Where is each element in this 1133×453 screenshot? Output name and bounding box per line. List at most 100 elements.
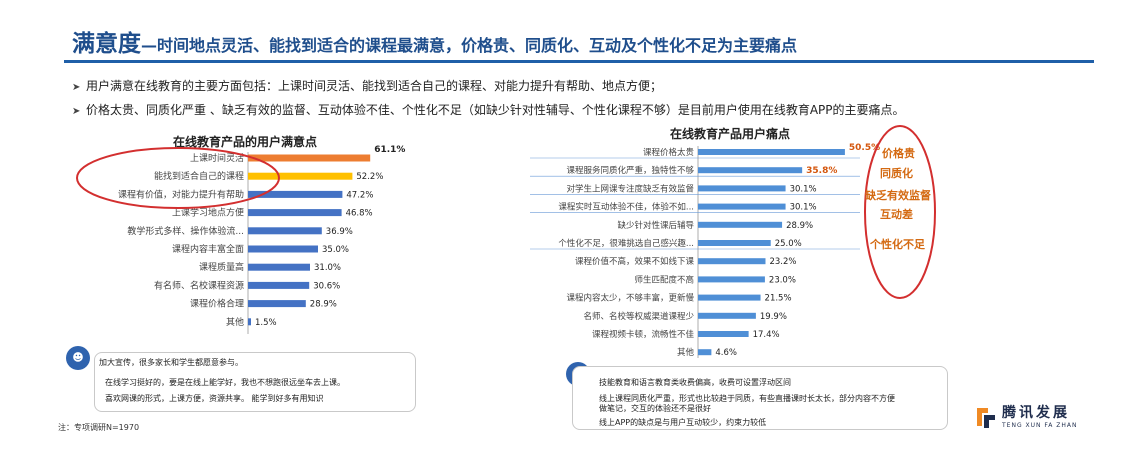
bar [248,172,353,180]
data-label: 46.8% [346,209,373,219]
bar [248,300,306,308]
data-label: 35.0% [322,245,349,255]
data-label: 23.2% [769,257,796,267]
bar [698,167,803,174]
bar [698,276,765,283]
pain-label-personalization: 个性化不足 [870,238,925,251]
bar [698,294,761,301]
bar [698,203,786,210]
category-label: 对学生上网课专注度缺乏有效监督 [566,183,694,194]
chart-title: 在线教育产品用户痛点 [670,126,790,141]
data-label: 25.0% [775,239,802,249]
bar [248,281,310,289]
bar [698,258,766,265]
quote-line: 线上APP的缺点是与用户互动较少，约束力较低 [599,418,767,427]
quote-line: 线上课程同质化严重，形式也比较趋于同质，有些直播课时长太长，部分内容不方便 [599,394,895,403]
footnote: 注：专项调研N=1970 [58,423,140,432]
category-label: 课程价值不高，效果不如线下课 [575,256,695,267]
data-label: 28.9% [786,221,813,231]
data-label: 17.4% [753,330,780,340]
category-label: 课程内容太少，不够丰富，更新慢 [566,293,694,304]
bar [698,221,783,228]
data-label: 50.5% [849,143,880,153]
category-label: 其他 [226,316,244,328]
quote-box-right: 技能教育和语言教育类收费偏高，收费可设置浮动区间 线上课程同质化严重，形式也比较… [572,366,948,430]
category-label: 课程有价值，对能力提升有帮助 [118,188,244,200]
data-label: 31.0% [314,263,341,273]
quote-box-left: 加大宣传，很多家长和学生都愿意参与。 在线学习挺好的，要是在线上能学好，我也不想… [94,352,416,412]
data-label: 23.0% [769,275,796,285]
bar [248,245,318,253]
pain-label-homogeneity: 同质化 [880,167,913,180]
category-label: 课程视频卡顿，流畅性不佳 [592,329,695,340]
bullet-painpoints: ➤ 价格太贵、同质化严重 、缺乏有效的监督、互动体验不佳、个性化不足（如缺少针对性… [72,101,905,118]
category-label: 师生匹配度不高 [634,274,694,285]
category-label: 教学形式多样、操作体验流... [127,225,244,237]
category-label: 课程服务同质化严重，独特性不够 [566,165,694,176]
category-label: 上课学习地点方便 [172,207,244,219]
quote-line: 加大宣传，很多家长和学生都愿意参与。 [99,358,243,367]
bar [248,190,343,198]
title-main: 满意度 [72,31,141,57]
category-label: 其他 [677,347,695,358]
bar [698,312,756,319]
data-label: 61.1% [374,145,405,155]
quote-line: 做笔记，交互的体验还不是很好 [599,404,711,413]
title-divider [64,60,1094,63]
pain-label-interaction: 互动差 [880,208,913,221]
category-label: 课程实时互动体验不佳，体验不如... [558,202,694,213]
bullet-satisfaction: ➤ 用户满意在线教育的主要方面包括：上课时间灵活、能找到适合自己的课程、对能力提升… [72,77,662,94]
data-label: 4.6% [715,348,737,358]
bar [248,318,251,326]
category-label: 课程价格太贵 [643,147,695,158]
data-label: 30.1% [790,203,817,213]
bar [698,331,749,337]
arrow-bullet-icon: ➤ [72,106,81,117]
chart-title: 在线教育产品的用户满意点 [173,134,317,149]
data-label: 47.2% [346,190,373,200]
quote-line: 在线学习挺好的，要是在线上能学好，我也不想跑很远坐车去上课。 [105,378,345,387]
tengxun-logo-icon [977,408,995,428]
data-label: 19.9% [760,312,787,322]
highlight-ellipse-right [864,125,936,299]
pain-label-supervision: 缺乏有效监督 [865,189,931,202]
highlight-ellipse-left [76,147,280,209]
category-label: 有名师、名校课程资源 [154,279,244,291]
data-label: 21.5% [765,294,792,304]
bar [248,209,342,217]
bullet-text: 价格太贵、同质化严重 、缺乏有效的监督、互动体验不佳、个性化不足（如缺少针对性辅… [86,103,905,117]
data-label: 1.5% [255,318,277,328]
category-label: 能找到适合自己的课程 [154,170,244,182]
data-label: 52.2% [356,172,383,182]
category-label: 个性化不足，很难挑选自己感兴趣... [558,238,694,249]
category-label: 上课时间灵活 [190,152,244,164]
bar [248,227,322,235]
quote-line: 喜欢网课的形式，上课方便，资源共享。 能学到好多有用知识 [105,394,324,403]
category-label: 名师、名校等权威渠道课程少 [583,311,694,322]
category-label: 缺少针对性课后辅导 [617,220,694,231]
logo-name: 腾讯发展 [1002,405,1070,421]
data-label: 36.9% [326,227,353,237]
data-label: 28.9% [310,300,337,310]
bar [698,185,786,192]
bullet-text: 用户满意在线教育的主要方面包括：上课时间灵活、能找到适合自己的课程、对能力提升有… [86,79,663,93]
data-label: 30.6% [313,281,340,291]
page-title: 满意度—时间地点灵活、能找到适合的课程最满意，价格贵、同质化、互动及个性化不足为… [72,24,797,58]
data-label: 35.8% [806,166,837,176]
bar [698,349,712,356]
logo-pinyin: TENG XUN FA ZHAN [1002,422,1078,429]
title-subtitle: —时间地点灵活、能找到适合的课程最满意，价格贵、同质化、互动及个性化不足为主要痛… [141,36,798,55]
company-logo: 腾讯发展 TENG XUN FA ZHAN [974,400,1094,436]
bar [248,154,371,162]
data-label: 30.1% [790,184,817,194]
bar [698,240,771,246]
pain-label-price: 价格贵 [882,147,915,160]
bar [248,263,310,271]
quote-line: 技能教育和语言教育类收费偏高，收费可设置浮动区间 [599,378,791,387]
bar [698,149,845,155]
category-label: 课程价格合理 [190,298,244,310]
category-label: 课程质量高 [199,261,244,273]
user-group-icon: ☻ [66,346,90,370]
